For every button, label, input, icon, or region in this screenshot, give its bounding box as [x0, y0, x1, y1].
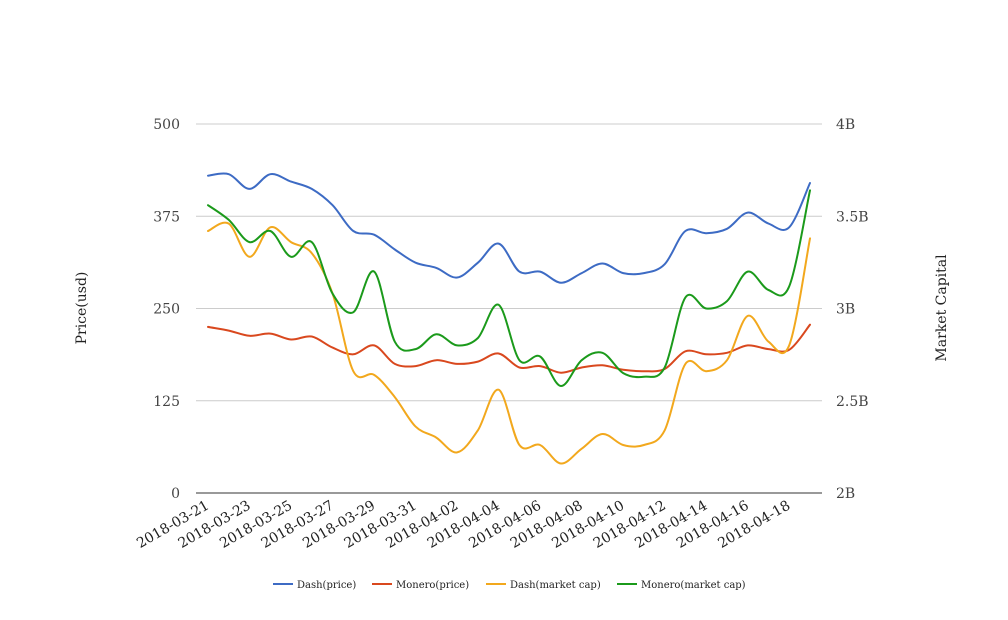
series-line-monero-price	[207, 323, 811, 374]
legend-label: Dash(price)	[297, 580, 356, 591]
series-line-dash-market-cap	[207, 221, 811, 465]
right-axis-tick-label: 4B	[836, 117, 855, 133]
left-axis-tick-label: 375	[153, 209, 180, 225]
legend-item-dash-market-cap: Dash(market cap)	[486, 580, 601, 591]
legend-label: Monero(market cap)	[641, 580, 746, 591]
legend-label: Dash(market cap)	[510, 580, 601, 591]
gridlines	[196, 123, 822, 494]
legend-label: Monero(price)	[396, 580, 469, 591]
x-axis: 2018-03-212018-03-232018-03-252018-03-27…	[134, 498, 793, 552]
legend: Dash(price) Monero(price) Dash(market cap)…	[273, 580, 746, 591]
left-axis-tick-label: 500	[153, 117, 180, 133]
left-axis-tick-label: 0	[171, 486, 180, 502]
right-axis: 2B 2.5B 3B 3.5B 4B	[836, 117, 869, 502]
series-line-dash-price	[207, 172, 811, 284]
right-axis-tick-label: 2B	[836, 486, 855, 502]
right-axis-title: Market Capital	[934, 254, 950, 362]
right-axis-tick-label: 3B	[836, 302, 855, 318]
legend-item-monero-market-cap: Monero(market cap)	[617, 580, 746, 591]
series-lines	[207, 172, 811, 465]
left-axis-title: Price(usd)	[74, 272, 90, 345]
left-axis-tick-label: 250	[153, 302, 180, 318]
legend-item-dash-price: Dash(price)	[273, 580, 356, 591]
left-axis: 0 125 250 375 500	[153, 117, 180, 502]
series-line-monero-market-cap	[207, 189, 811, 387]
right-axis-tick-label: 3.5B	[836, 209, 869, 225]
right-axis-tick-label: 2.5B	[836, 394, 869, 410]
legend-item-monero-price: Monero(price)	[372, 580, 469, 591]
left-axis-tick-label: 125	[153, 394, 180, 410]
